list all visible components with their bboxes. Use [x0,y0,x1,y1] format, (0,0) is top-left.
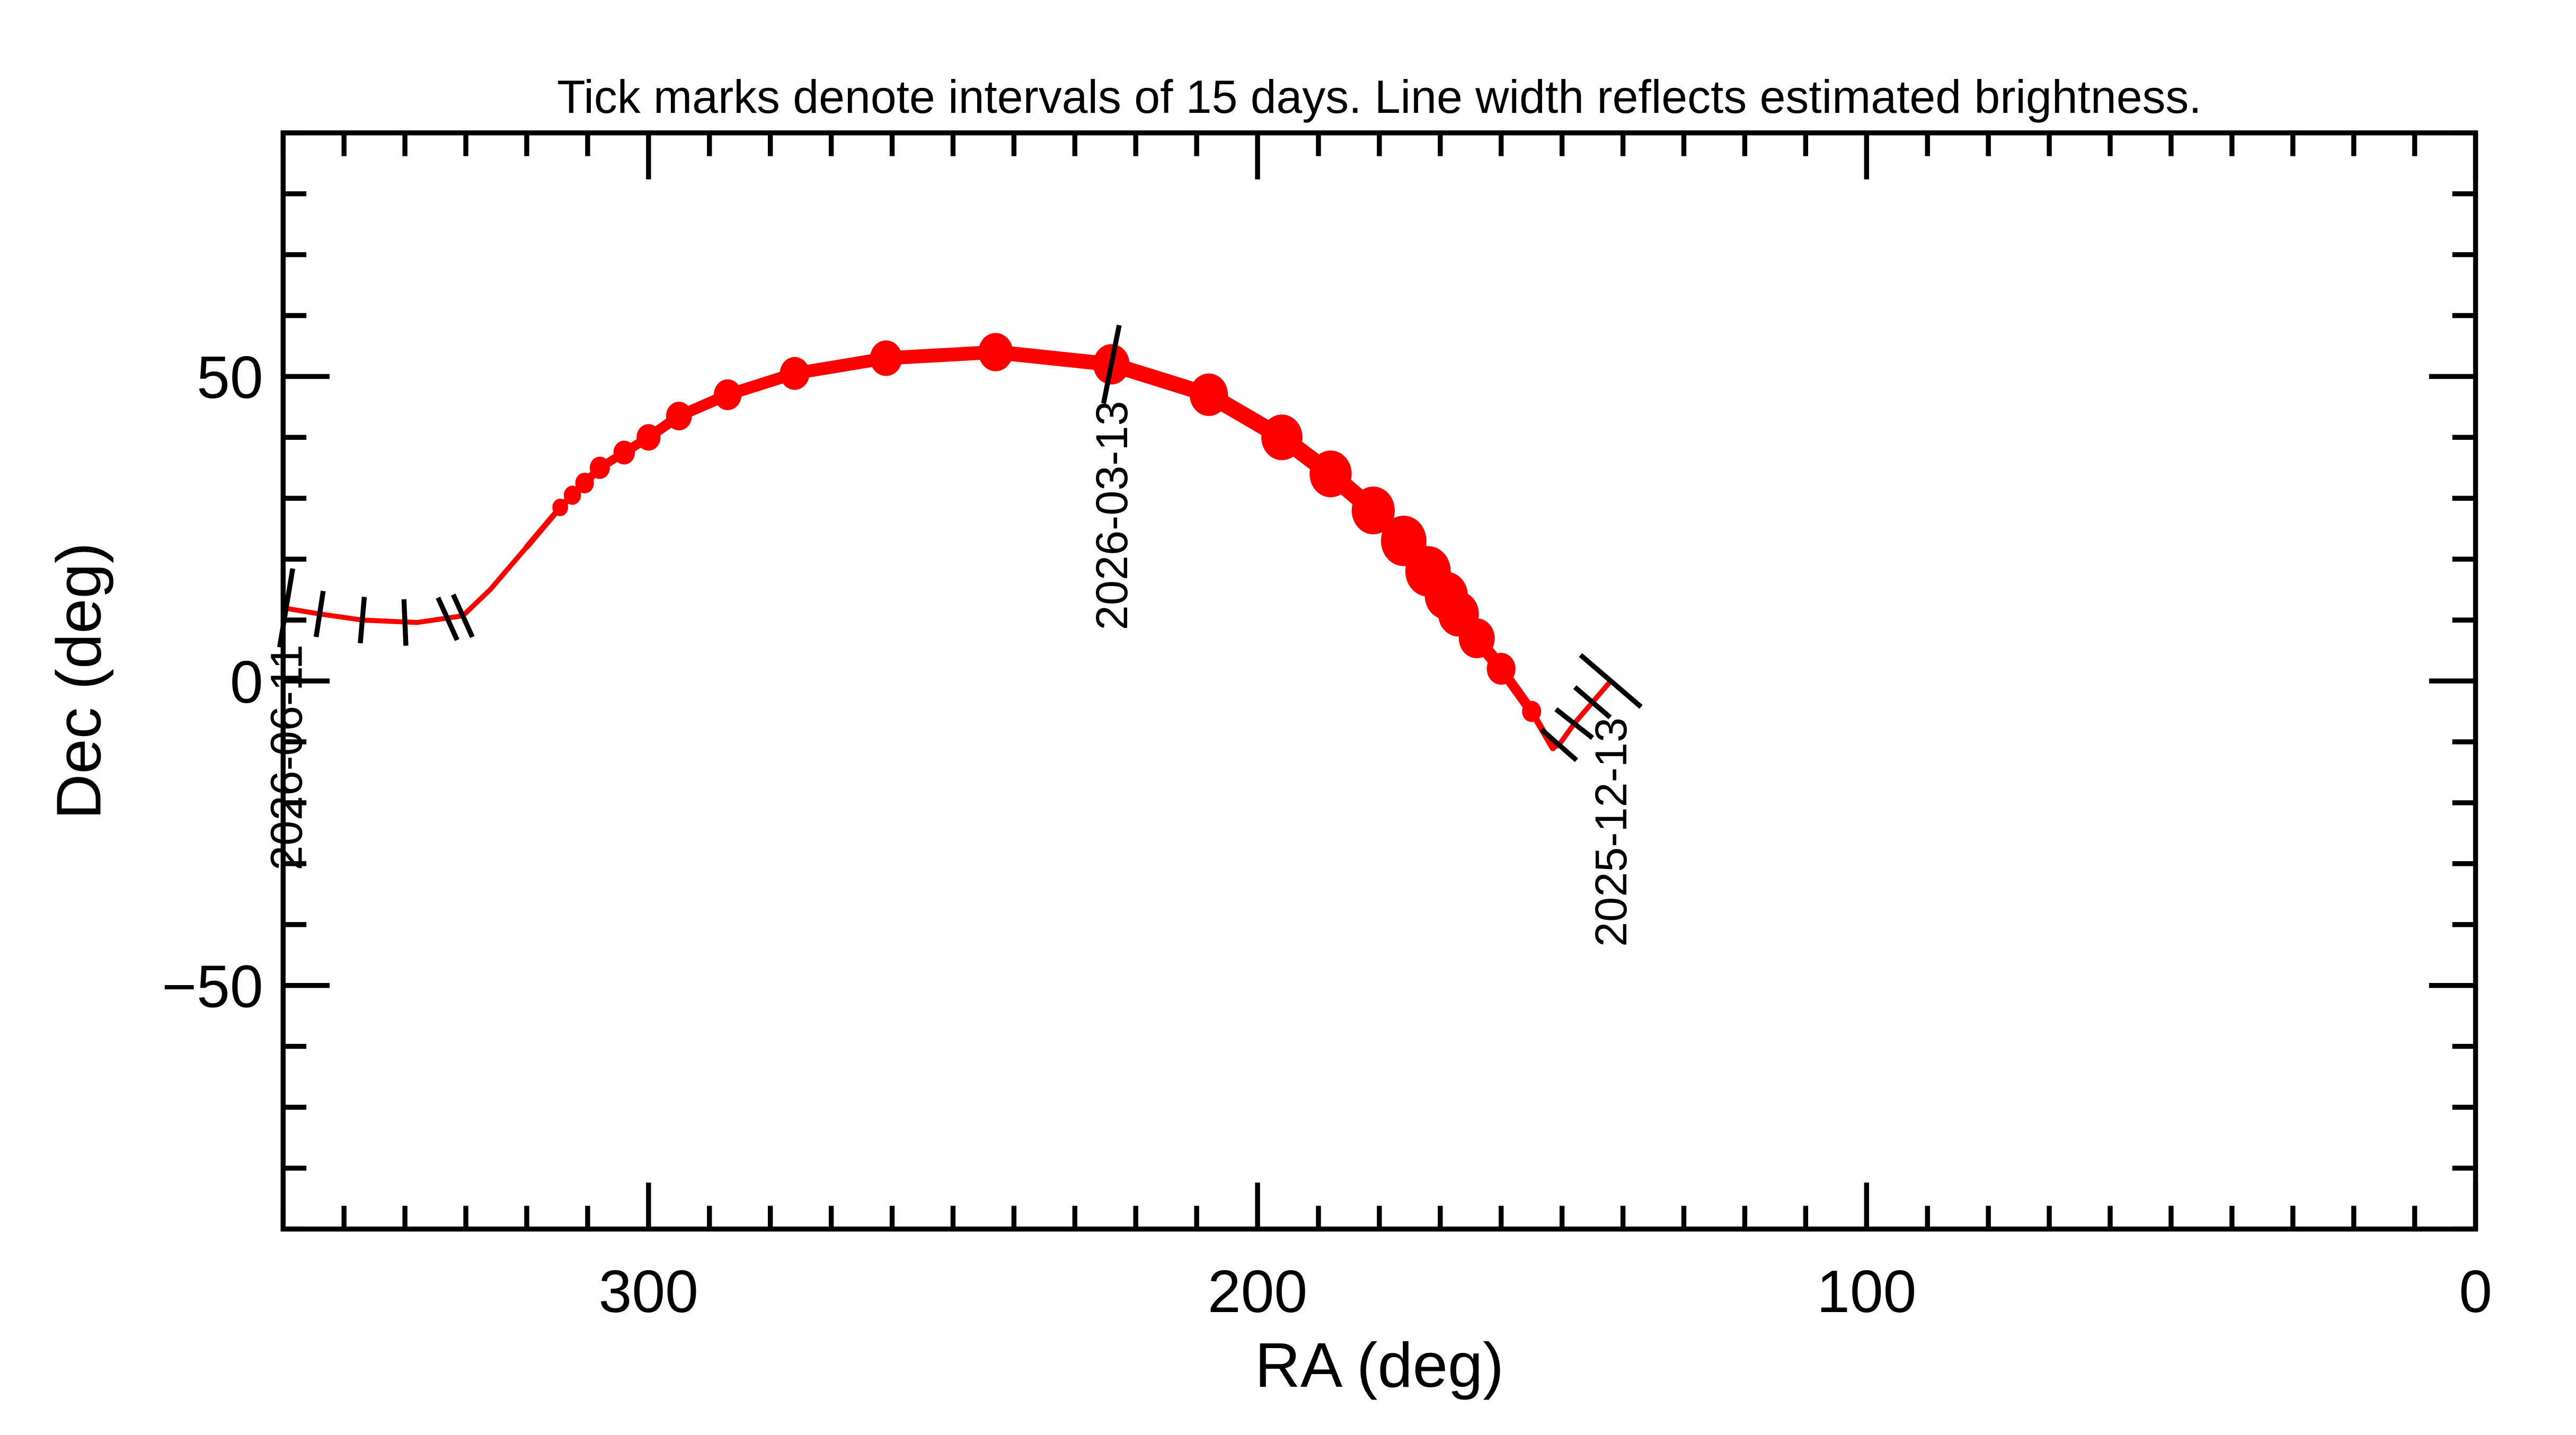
time-tick [401,599,409,646]
time-tick-label: 2026-03-13 [1086,401,1137,630]
y-tick-label: 50 [197,344,263,411]
y-tick-label: −50 [162,953,263,1020]
x-axis-label: RA (deg) [1255,1330,1504,1401]
time-tick [1539,728,1579,763]
path-segment [488,544,529,592]
path-segment [1590,678,1614,705]
path-marks [280,333,1614,751]
x-tick-label: 200 [1208,1258,1307,1325]
path-point [1522,701,1542,722]
time-tick [313,590,326,637]
path-segment [359,617,420,625]
path-point [1309,450,1352,498]
axes: 300 200 100 0 50 0 −50 [162,130,2492,1325]
time-tick [1579,653,1643,709]
chart-title: Tick marks denote intervals of 15 days. … [557,71,2202,123]
path-segment [280,605,322,617]
time-tick [451,594,475,639]
path-point [563,485,581,505]
path-point [978,333,1013,371]
time-tick-label: 2025-12-13 [1586,718,1636,947]
x-tick-label: 300 [599,1258,698,1325]
plot-frame [280,130,2478,1232]
path-point [1380,516,1427,566]
time-tick [436,596,459,641]
path-segment [1571,699,1595,727]
path-point [552,498,569,517]
path-segment [460,587,493,618]
path-point [1486,652,1516,685]
time-tick [1573,685,1612,720]
y-tick-label: 0 [230,649,263,715]
path-segment [317,611,365,623]
time-tick [1554,707,1595,740]
x-tick-label: 100 [1817,1258,1916,1325]
path-point [1351,486,1395,535]
path-point [780,357,810,390]
path-segment [414,613,465,625]
time-tick [1101,324,1122,404]
path-point [666,402,692,431]
path-segment [988,344,1119,372]
path-point [714,379,742,410]
y-axis-label: Dec (deg) [44,543,114,820]
path-point [589,456,610,479]
path-segment [879,345,1003,366]
path-point [870,340,902,376]
path-segment [524,504,563,550]
time-tick [358,597,367,644]
path-segment [1556,721,1577,748]
path-point [613,440,635,465]
path-point [1189,373,1228,417]
path-point [1261,414,1303,460]
path-point [636,424,661,451]
path-point [575,472,594,494]
x-tick-label: 0 [2459,1258,2492,1325]
time-tick-label: 2026-06-11 [261,644,312,871]
time-ticks: 2025-12-13 2026-03-13 2026-06-11 [261,324,1643,947]
